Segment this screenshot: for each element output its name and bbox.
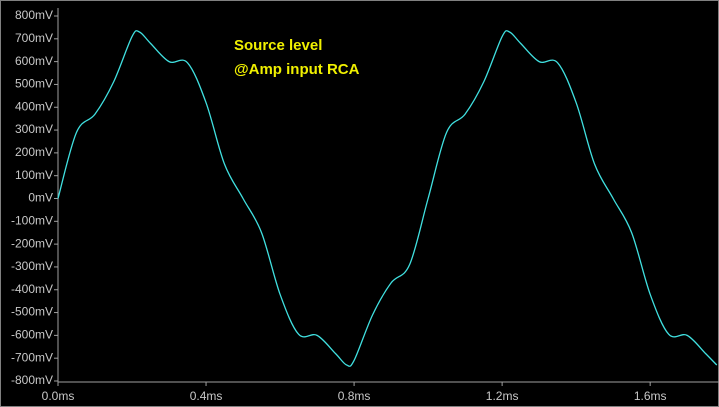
x-tick-label: 0.8ms	[338, 389, 371, 403]
annotation: @Amp input RCA	[234, 61, 360, 78]
y-tick-label: -700mV	[11, 350, 53, 364]
x-tick-label: 0.4ms	[190, 389, 223, 403]
y-tick-label: -500mV	[11, 305, 53, 319]
y-tick-label: -200mV	[11, 236, 53, 250]
y-tick-label: -800mV	[11, 373, 53, 387]
y-tick-label: -100mV	[11, 213, 53, 227]
y-tick-label: 600mV	[15, 54, 53, 68]
y-tick-label: -300mV	[11, 259, 53, 273]
y-tick-label: 100mV	[15, 168, 53, 182]
y-tick-label: 400mV	[15, 99, 53, 113]
annotation: Source level	[234, 37, 322, 54]
y-tick-label: 700mV	[15, 31, 53, 45]
x-tick-label: 1.2ms	[486, 389, 519, 403]
y-tick-label: 800mV	[15, 8, 53, 22]
y-tick-label: 500mV	[15, 77, 53, 91]
y-tick-label: 0mV	[28, 191, 53, 205]
x-tick-label: 1.6ms	[634, 389, 667, 403]
y-tick-label: 300mV	[15, 122, 53, 136]
y-tick-label: 200mV	[15, 145, 53, 159]
x-tick-label: 0.0ms	[42, 389, 75, 403]
trace	[57, 30, 718, 367]
y-tick-label: -400mV	[11, 282, 53, 296]
y-tick-label: -600mV	[11, 328, 53, 342]
